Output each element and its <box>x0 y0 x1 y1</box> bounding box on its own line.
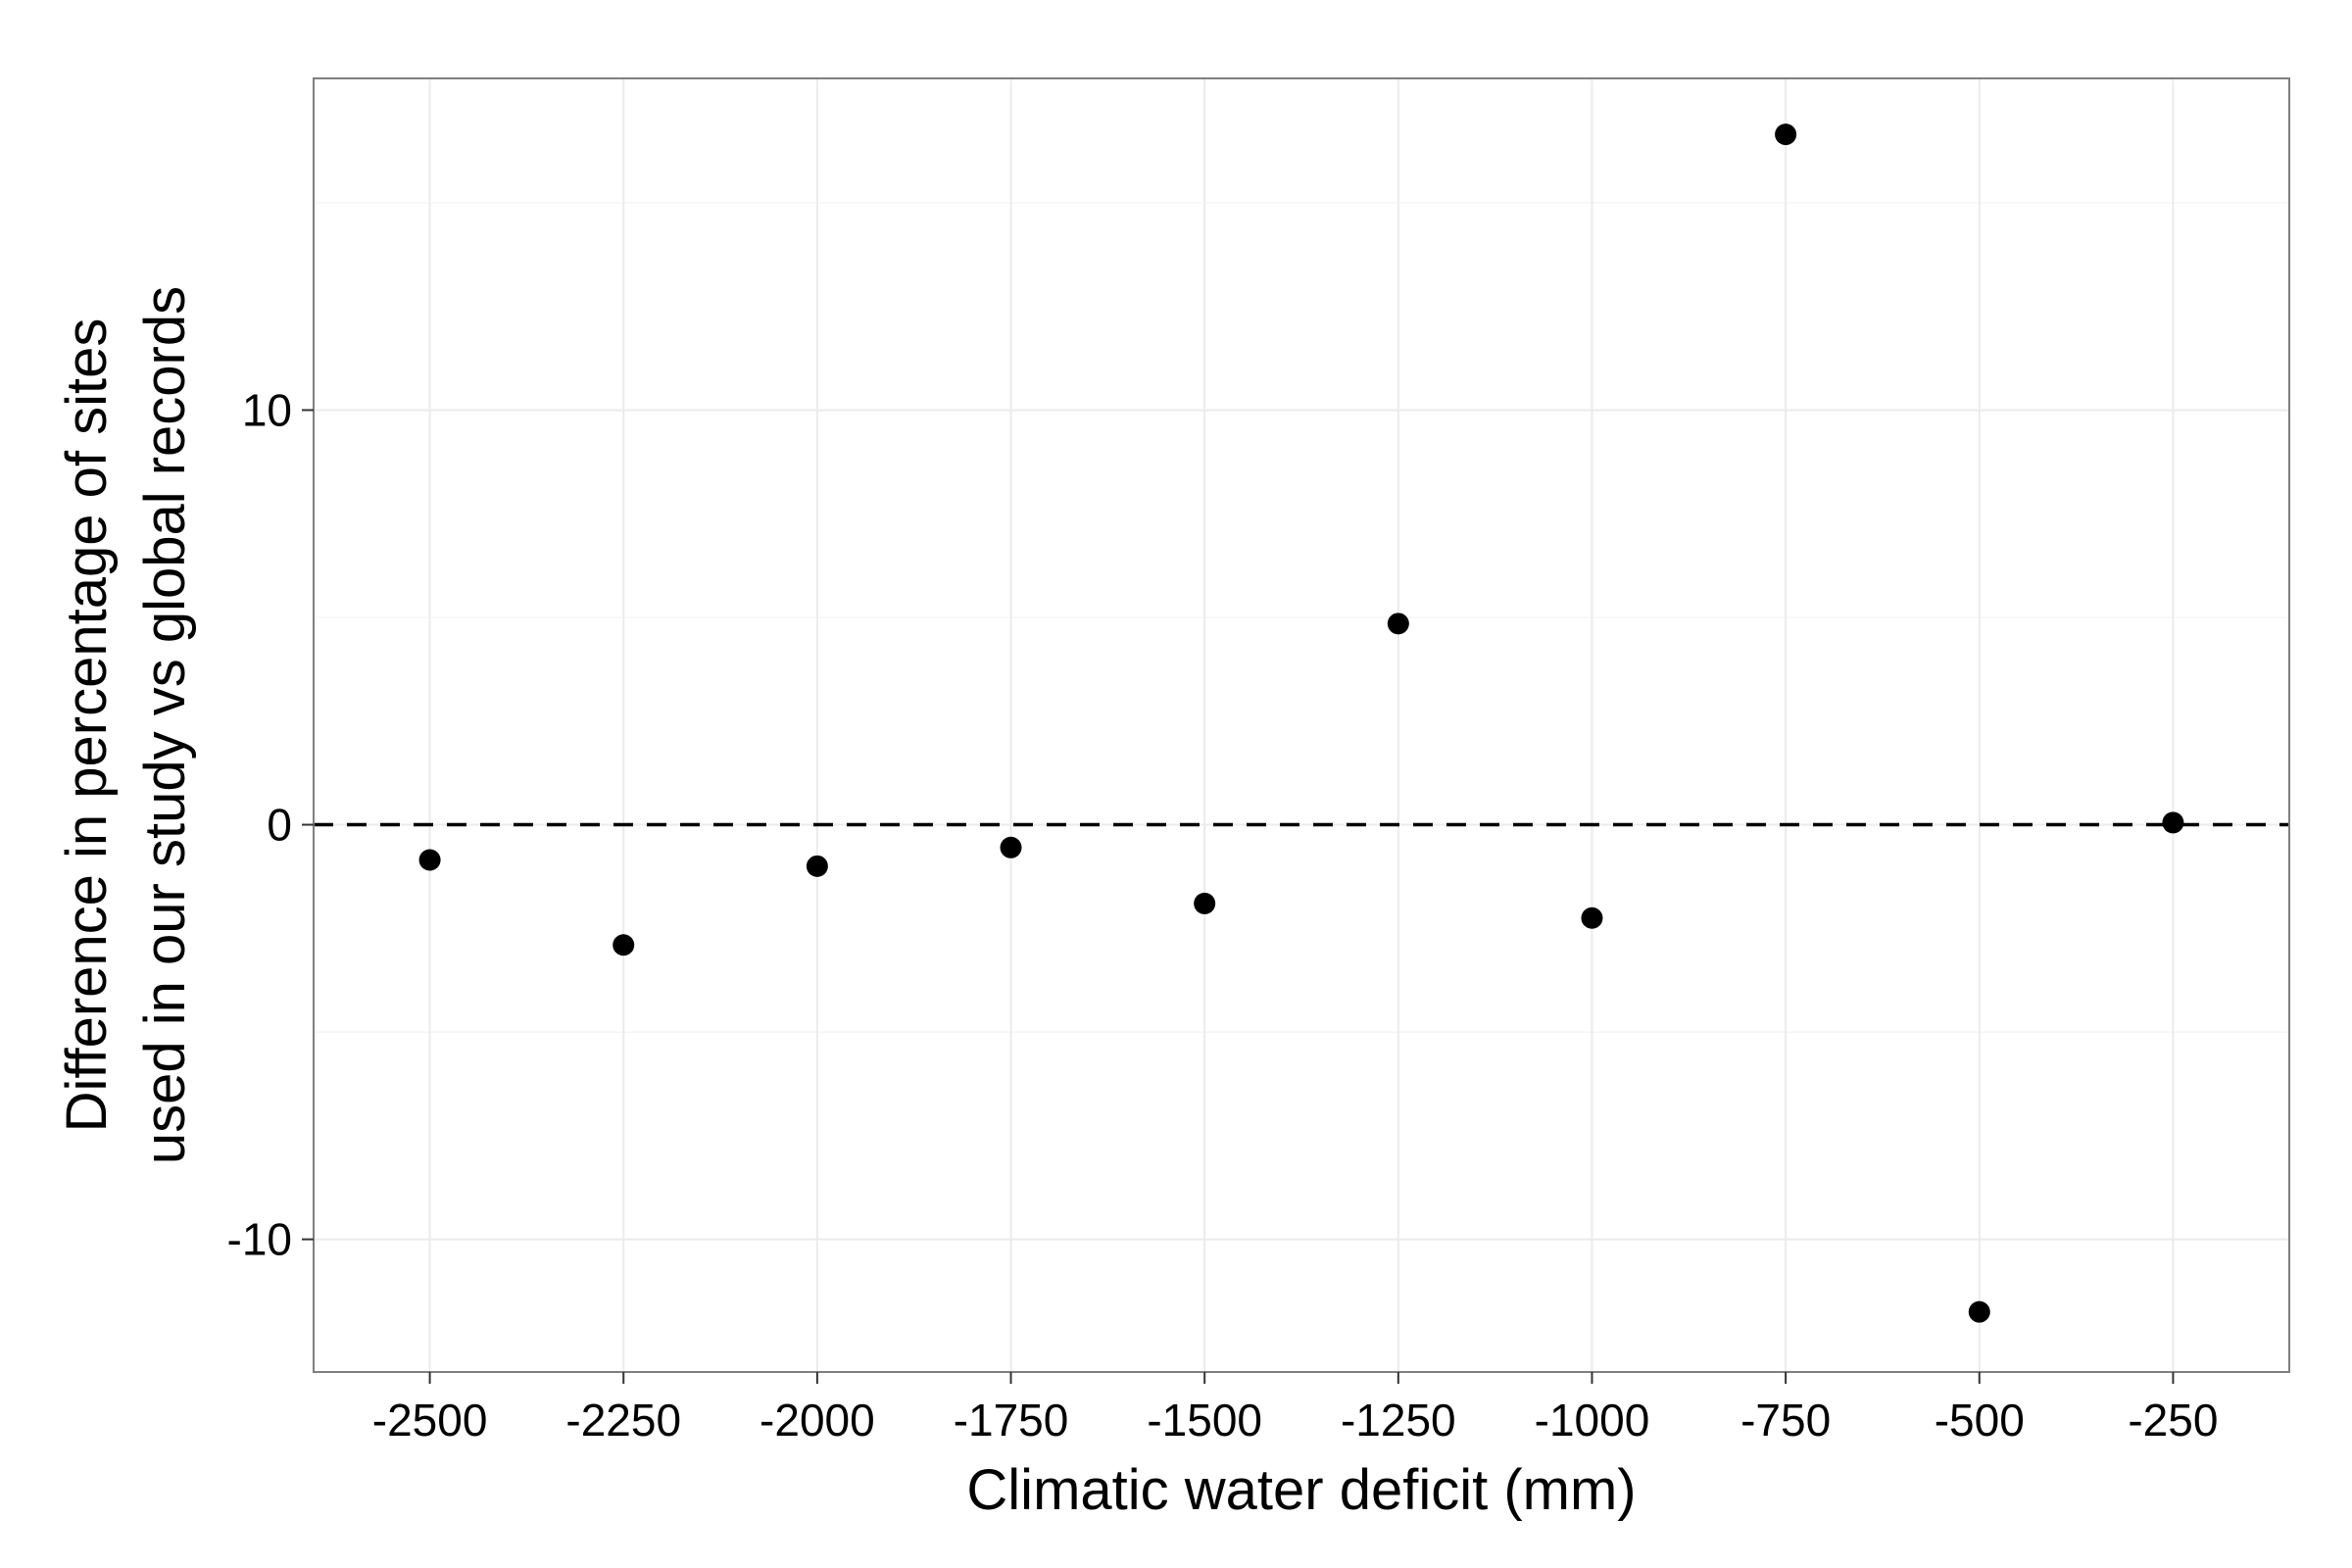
y-tick-label: 10 <box>242 384 292 435</box>
minor-gridlines <box>314 202 2289 1033</box>
major-gridlines <box>314 78 2289 1372</box>
data-point <box>418 849 441 871</box>
x-tick-label: -1250 <box>1341 1395 1456 1446</box>
x-tick-label: -2000 <box>760 1395 875 1446</box>
data-point <box>806 855 828 877</box>
x-tick-label: -2500 <box>372 1395 488 1446</box>
data-point <box>1387 612 1409 635</box>
data-point <box>612 934 635 956</box>
x-axis-title: Climatic water deficit (mm) <box>966 1458 1636 1522</box>
x-axis-ticks: -2500 -2250 -2000 -1750 -1500 -1250 -1000 -750 -… <box>372 1372 2218 1446</box>
x-tick-label: -750 <box>1740 1395 1831 1446</box>
x-tick-label: -250 <box>2128 1395 2218 1446</box>
data-point <box>1000 836 1022 858</box>
data-points <box>418 123 2184 1323</box>
data-point <box>1581 906 1603 929</box>
y-axis-ticks: -10 0 10 <box>227 384 314 1265</box>
y-axis-title-line-2: used in our study vs global records <box>133 286 197 1164</box>
x-tick-label: -2250 <box>565 1395 681 1446</box>
x-tick-label: -500 <box>1935 1395 2025 1446</box>
x-tick-label: -1500 <box>1147 1395 1262 1446</box>
y-tick-label: 0 <box>267 800 292 851</box>
y-tick-label: -10 <box>227 1214 292 1265</box>
data-point <box>1194 892 1216 914</box>
data-point <box>1775 123 1797 146</box>
data-point <box>1968 1300 1990 1323</box>
data-point <box>2162 811 2184 834</box>
x-tick-label: -1000 <box>1535 1395 1650 1446</box>
panel-border <box>313 77 2290 1373</box>
x-tick-label: -1750 <box>954 1395 1069 1446</box>
y-axis-title-line-1: Difference in percentage of sites <box>55 318 119 1133</box>
